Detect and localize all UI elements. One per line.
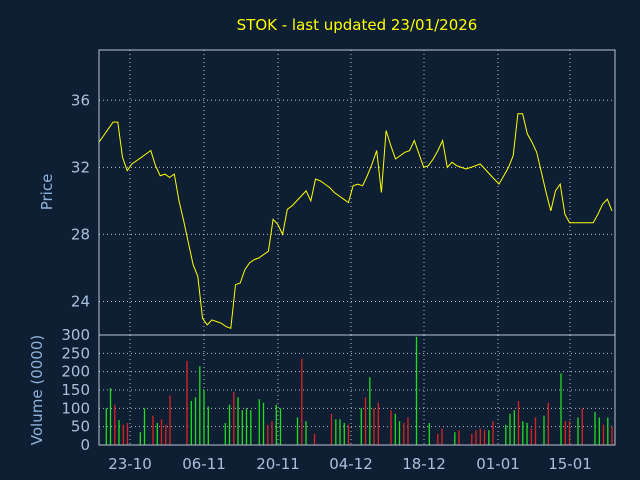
price-series-line	[98, 113, 613, 329]
volume-axis-label: Volume (0000)	[28, 335, 46, 445]
x-tick-label: 01-01	[476, 455, 520, 473]
x-tick-label: 04-12	[329, 455, 373, 473]
price-plot-frame	[98, 49, 616, 336]
price-y-tick-label: 24	[71, 292, 90, 310]
volume-y-tick-label: 200	[61, 363, 90, 381]
volume-y-tick-label: 50	[71, 418, 90, 436]
date-x-tick-labels: 23-10 06-11 20-11 04-12 18-12 01-01 15-01	[108, 455, 592, 473]
x-tick-label: 15-01	[548, 455, 592, 473]
price-y-tick-labels: 24 28 32 36	[71, 91, 90, 310]
price-y-tick-label: 28	[71, 225, 90, 243]
volume-y-tick-label: 0	[80, 436, 90, 454]
price-axis-label: Price	[38, 174, 56, 211]
price-y-tick-label: 36	[71, 91, 90, 109]
volume-y-tick-label: 100	[61, 399, 90, 417]
volume-y-tick-label: 300	[61, 326, 90, 344]
volume-gridlines	[99, 334, 615, 445]
x-tick-label: 23-10	[108, 455, 152, 473]
x-tick-label: 06-11	[182, 455, 226, 473]
x-tick-label: 20-11	[256, 455, 300, 473]
x-tick-label: 18-12	[402, 455, 446, 473]
volume-y-tick-label: 150	[61, 381, 90, 399]
volume-bars	[105, 336, 613, 445]
volume-y-tick-label: 250	[61, 344, 90, 362]
price-y-tick-label: 32	[71, 158, 90, 176]
volume-plot-frame	[98, 334, 616, 446]
chart-title: STOK - last updated 23/01/2026	[237, 16, 478, 34]
price-gridlines	[99, 50, 615, 335]
